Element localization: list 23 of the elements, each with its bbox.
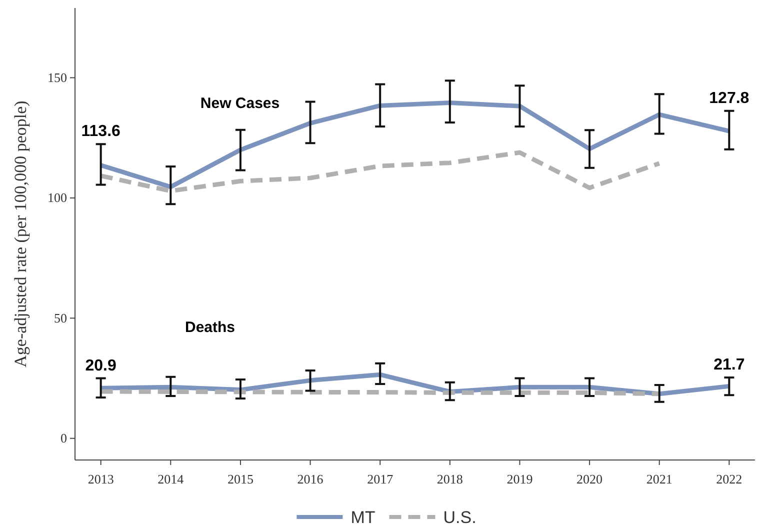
- legend-label: U.S.: [443, 508, 476, 527]
- data-label: 127.8: [709, 90, 750, 107]
- x-tick-label: 2022: [716, 472, 742, 487]
- x-tick-label: 2018: [436, 472, 463, 487]
- data-label: 113.6: [81, 123, 121, 140]
- x-tick-label: 2017: [367, 472, 394, 487]
- y-tick-label: 50: [54, 310, 67, 326]
- y-tick-label: 100: [48, 190, 67, 206]
- annotation: Deaths: [184, 319, 236, 336]
- x-tick-label: 2020: [576, 472, 603, 487]
- x-tick-label: 2015: [227, 472, 254, 487]
- x-tick-label: 2019: [506, 472, 533, 487]
- y-tick-label: 0: [60, 430, 67, 446]
- x-tick-label: 2014: [158, 472, 184, 487]
- annotation: New Cases: [200, 95, 280, 112]
- x-tick-label: 2021: [646, 472, 672, 487]
- x-tick-label: 2016: [297, 472, 324, 487]
- y-tick-label: 150: [48, 70, 67, 85]
- data-label: 21.7: [714, 356, 745, 374]
- x-tick-label: 2013: [88, 472, 114, 487]
- legend-label: MT: [350, 508, 376, 527]
- y-axis-title: Age-adjusted rate (per 100,000 people): [11, 100, 30, 368]
- data-label: 20.9: [85, 357, 117, 374]
